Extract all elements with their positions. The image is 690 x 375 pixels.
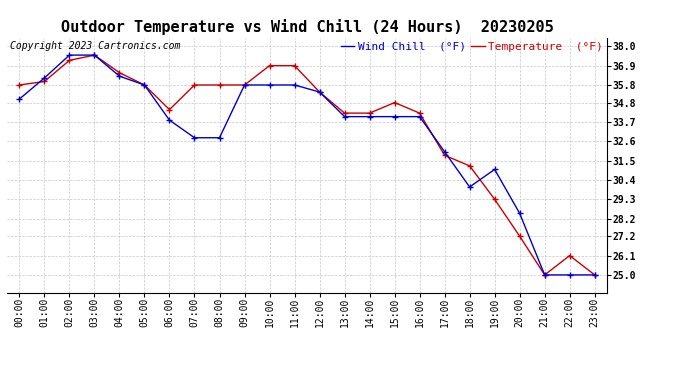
- Title: Outdoor Temperature vs Wind Chill (24 Hours)  20230205: Outdoor Temperature vs Wind Chill (24 Ho…: [61, 19, 553, 35]
- Text: Copyright 2023 Cartronics.com: Copyright 2023 Cartronics.com: [10, 41, 180, 51]
- Legend: Wind Chill  (°F), Temperature  (°F): Wind Chill (°F), Temperature (°F): [337, 38, 607, 56]
